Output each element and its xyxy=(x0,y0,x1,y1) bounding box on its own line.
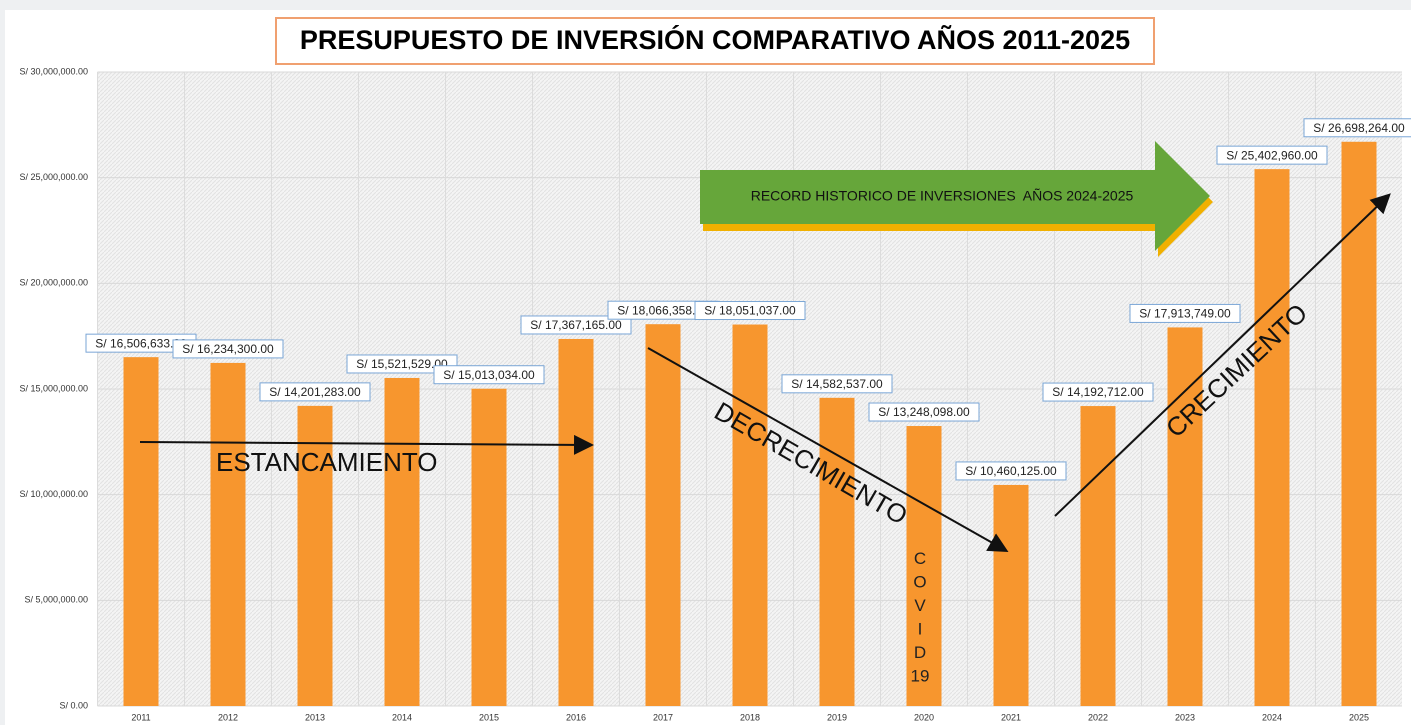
bar xyxy=(297,405,333,706)
value-label-box xyxy=(955,461,1067,481)
value-label-box xyxy=(1303,118,1411,138)
value-label: S/ 14,192,712.00 xyxy=(1052,385,1144,399)
x-tick-label: 2022 xyxy=(1088,712,1108,722)
value-label: S/ 16,506,633.00 xyxy=(95,336,187,350)
value-label-box xyxy=(1129,303,1241,323)
bar xyxy=(993,484,1029,706)
bar xyxy=(1167,327,1203,706)
bar xyxy=(384,377,420,706)
x-tick-label: 2017 xyxy=(653,712,673,722)
bar xyxy=(558,338,594,706)
value-label: S/ 14,201,283.00 xyxy=(269,385,361,399)
bar xyxy=(123,357,159,706)
x-tick-label: 2013 xyxy=(305,712,325,722)
x-tick-label: 2025 xyxy=(1349,712,1369,722)
value-label: S/ 17,367,165.00 xyxy=(530,318,622,332)
bar xyxy=(210,362,246,706)
bar xyxy=(1341,141,1377,707)
x-tick-label: 2015 xyxy=(479,712,499,722)
value-label-box xyxy=(346,354,458,374)
annotation: ESTANCAMIENTO xyxy=(216,447,438,477)
bar xyxy=(1080,406,1116,706)
record-label: RECORD HISTORICO DE INVERSIONES AÑOS 202… xyxy=(751,188,1134,204)
arrow xyxy=(647,347,1009,552)
value-label: S/ 10,460,125.00 xyxy=(965,464,1057,478)
arrow xyxy=(139,434,594,455)
annotation: C O V I D 19 xyxy=(911,549,930,686)
x-tick-label: 2014 xyxy=(392,712,412,722)
x-tick-label: 2023 xyxy=(1175,712,1195,722)
value-label: S/ 16,234,300.00 xyxy=(182,342,274,356)
record-arrow xyxy=(700,141,1210,251)
bar xyxy=(1254,169,1290,707)
y-tick-label: S/ 10,000,000.00 xyxy=(19,489,88,499)
y-tick-label: S/ 30,000,000.00 xyxy=(19,66,88,76)
value-label-box xyxy=(781,374,893,394)
x-tick-label: 2018 xyxy=(740,712,760,722)
y-tick-label: S/ 25,000,000.00 xyxy=(19,172,88,182)
value-label-box xyxy=(259,382,371,402)
x-tick-label: 2011 xyxy=(131,712,150,722)
value-label: S/ 18,066,358.00 xyxy=(617,303,709,317)
y-tick-label: S/ 15,000,000.00 xyxy=(19,383,88,393)
value-label-box xyxy=(1042,382,1154,402)
y-tick-label: S/ 0.00 xyxy=(59,700,88,710)
value-label: S/ 25,402,960.00 xyxy=(1226,148,1318,162)
x-tick-label: 2019 xyxy=(827,712,847,722)
bar xyxy=(732,324,768,706)
chart-title: PRESUPUESTO DE INVERSIÓN COMPARATIVO AÑO… xyxy=(300,24,1130,55)
value-label-box xyxy=(433,365,545,385)
x-tick-label: 2016 xyxy=(566,712,586,722)
value-label-box xyxy=(172,339,284,359)
bar xyxy=(906,426,942,706)
value-label: S/ 17,913,749.00 xyxy=(1139,307,1231,321)
bar xyxy=(471,388,507,706)
value-label: S/ 13,248,098.00 xyxy=(878,405,970,419)
value-label-box xyxy=(520,315,632,335)
value-label: S/ 18,051,037.00 xyxy=(704,304,796,318)
value-label: S/ 14,582,537.00 xyxy=(791,377,883,391)
bar xyxy=(819,397,855,706)
value-label-box xyxy=(694,301,806,321)
value-label-box xyxy=(868,402,980,422)
value-label: S/ 26,698,264.00 xyxy=(1313,121,1405,135)
title-box xyxy=(275,17,1155,65)
x-tick-label: 2021 xyxy=(1001,712,1021,722)
bar xyxy=(645,324,681,706)
y-tick-label: S/ 20,000,000.00 xyxy=(19,278,88,288)
value-label: S/ 15,013,034.00 xyxy=(443,368,535,382)
x-tick-label: 2024 xyxy=(1262,712,1282,722)
value-label: S/ 15,521,529.00 xyxy=(356,357,448,371)
y-tick-label: S/ 5,000,000.00 xyxy=(24,595,88,605)
arrow xyxy=(1054,193,1391,517)
x-tick-label: 2012 xyxy=(218,712,238,722)
x-tick-label: 2020 xyxy=(914,712,934,722)
value-label-box xyxy=(1216,145,1328,165)
